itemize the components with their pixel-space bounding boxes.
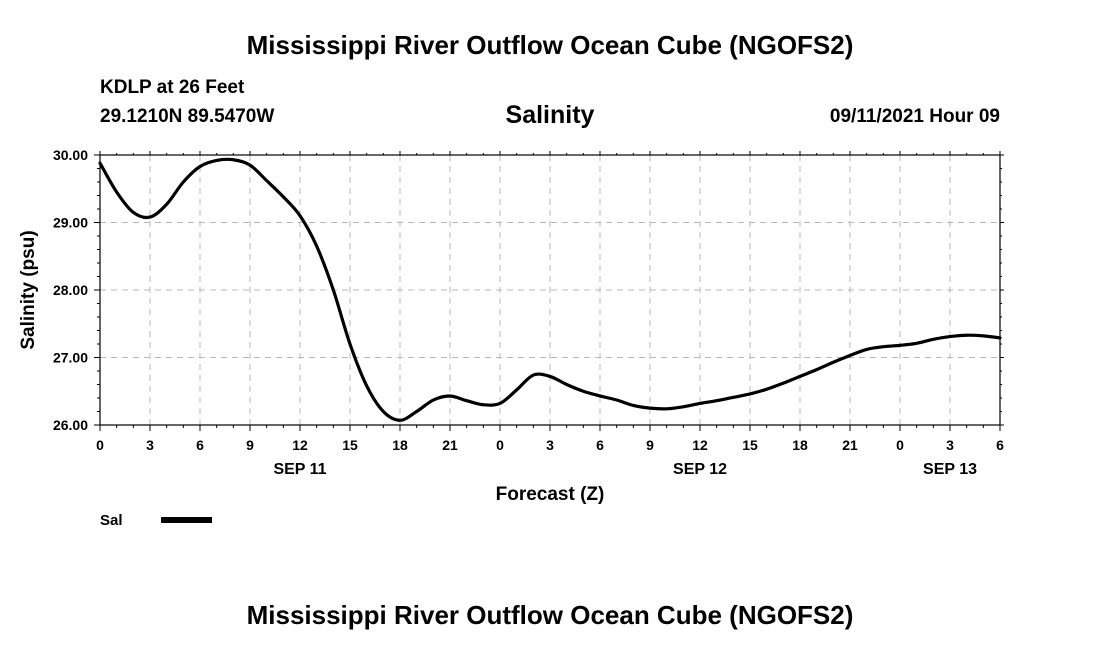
tick-labels: 0 3 6 9 12 15 18 21 0 3 6 9 12 15 18 21 0 3 6 SEP 11 SEP 12 S… [53, 147, 1004, 478]
x-tick-label: 6 [196, 437, 204, 453]
footer-title: Mississippi River Outflow Ocean Cube (NG… [246, 600, 854, 630]
forecast-datetime: 09/11/2021 Hour 09 [829, 106, 1000, 127]
x-tick-label: 3 [146, 437, 154, 453]
x-tick-label: 9 [246, 437, 254, 453]
variable-title: Salinity [505, 101, 595, 129]
x-date-label: SEP 13 [923, 461, 977, 478]
series-line-sal [98, 157, 1002, 422]
y-tick-label: 27.00 [53, 350, 88, 366]
y-tick-label: 28.00 [53, 282, 88, 298]
x-tick-label: 12 [692, 437, 708, 453]
x-tick-label: 15 [742, 437, 758, 453]
x-tick-label: 12 [292, 437, 308, 453]
x-tick-label: 21 [842, 437, 858, 453]
x-tick-label: 9 [646, 437, 654, 453]
plot-frame [99, 154, 1001, 426]
y-tick-label: 29.00 [53, 215, 88, 231]
x-date-label: SEP 11 [273, 461, 326, 478]
x-tick-label: 18 [792, 437, 808, 453]
x-tick-label: 0 [96, 437, 104, 453]
legend-label-sal: Sal [100, 512, 123, 529]
x-tick-label: 0 [896, 437, 904, 453]
x-tick-label: 6 [996, 437, 1004, 453]
axis-ticks [94, 151, 1004, 431]
y-tick-label: 30.00 [53, 147, 88, 163]
x-tick-label: 15 [342, 437, 358, 453]
x-axis-label: Forecast (Z) [496, 484, 605, 505]
x-tick-label: 18 [392, 437, 408, 453]
x-tick-label: 6 [596, 437, 604, 453]
y-tick-label: 26.00 [53, 417, 88, 433]
x-tick-label: 21 [442, 437, 458, 453]
x-tick-label: 0 [496, 437, 504, 453]
y-axis-label: Salinity (psu) [18, 230, 39, 349]
station-coordinates: 29.1210N 89.5470W [100, 106, 275, 127]
grid-lines [100, 155, 1000, 425]
x-date-label: SEP 12 [673, 461, 727, 478]
legend: Sal [100, 512, 212, 529]
x-tick-label: 3 [546, 437, 554, 453]
station-label: KDLP at 26 Feet [100, 77, 245, 98]
main-title: Mississippi River Outflow Ocean Cube (NG… [246, 30, 854, 60]
x-tick-label: 3 [946, 437, 954, 453]
